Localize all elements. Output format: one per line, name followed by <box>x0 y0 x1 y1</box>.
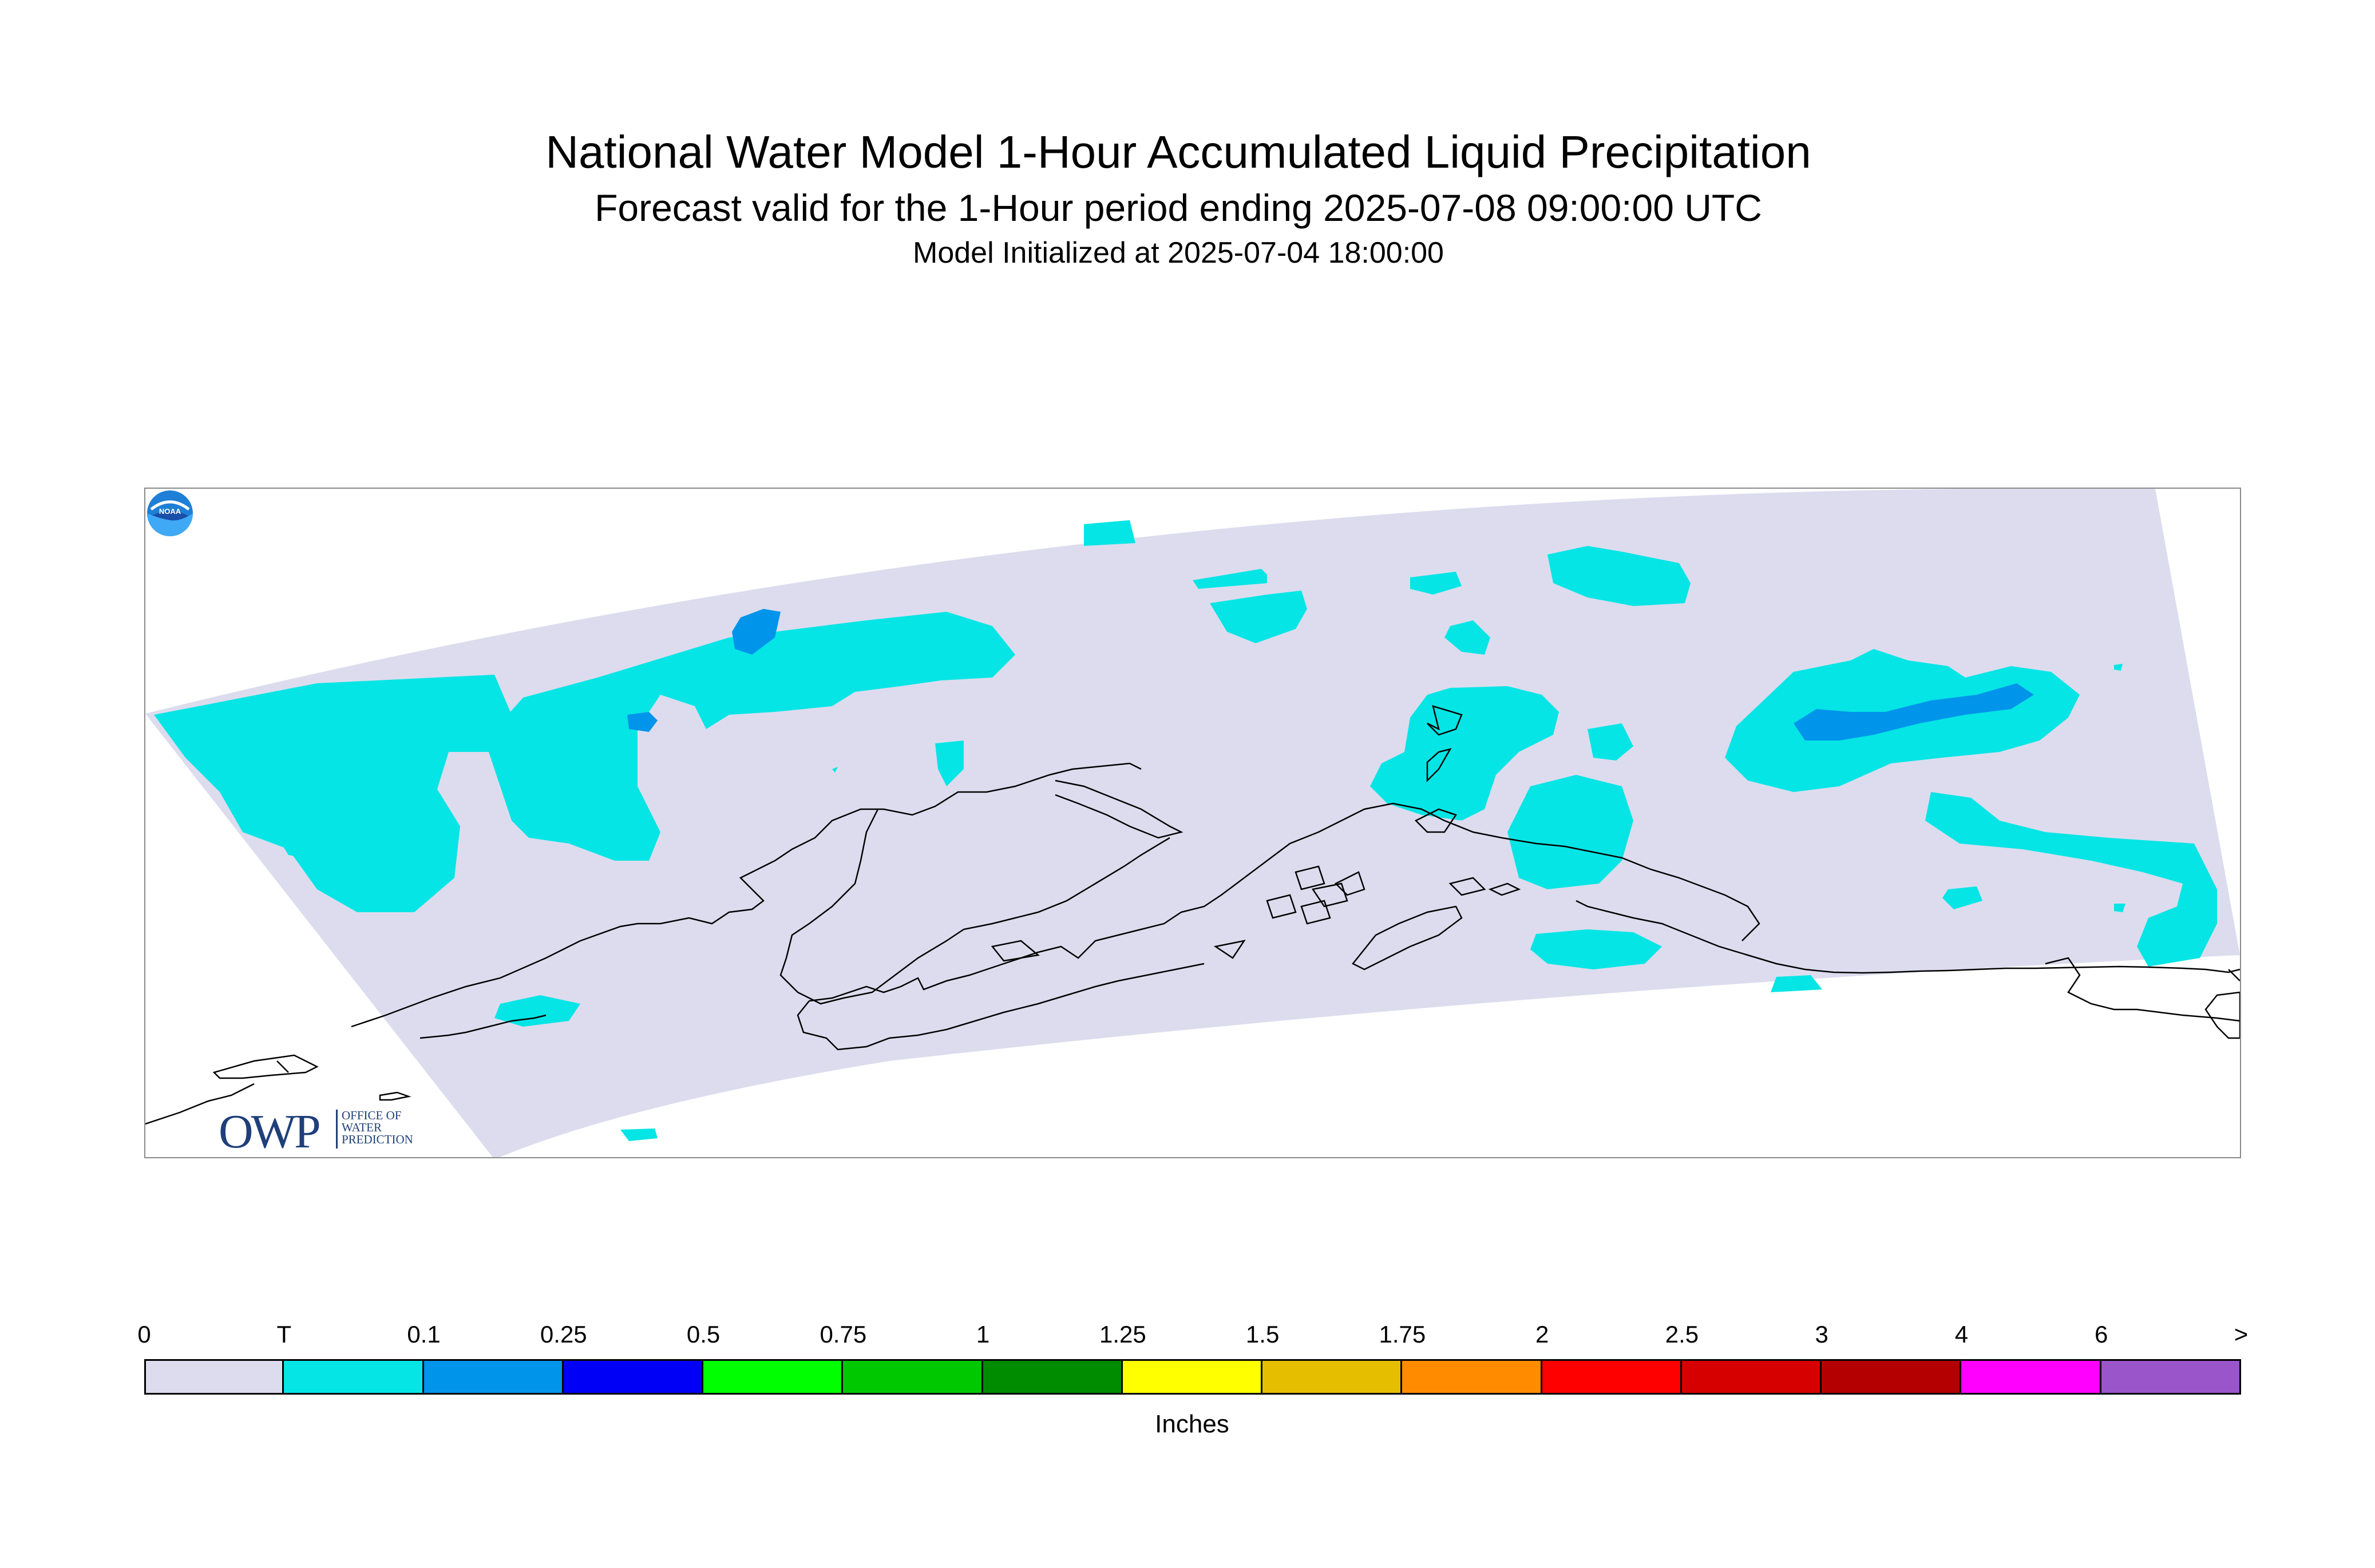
owp-logo-line2: WATER <box>342 1120 382 1134</box>
owp-logo-letters: OWP <box>219 1105 321 1158</box>
legend-swatch <box>1820 1359 1962 1395</box>
legend-tick-label: 0 <box>137 1321 151 1348</box>
color-legend <box>144 1359 2241 1395</box>
legend-tick-label: 3 <box>1815 1321 1828 1348</box>
precipitation-map[interactable]: OWP OFFICE OF WATER PREDICTION NOAA <box>144 488 2241 1158</box>
legend-tick-label: T <box>276 1321 292 1348</box>
legend-tick-label: 0.1 <box>407 1321 441 1348</box>
map-canvas <box>145 489 2240 1157</box>
legend-swatch <box>282 1359 424 1395</box>
legend-tick-label: > <box>2234 1321 2249 1348</box>
noaa-logo: NOAA <box>147 490 193 536</box>
owp-logo: OWP OFFICE OF WATER PREDICTION <box>219 1104 425 1158</box>
legend-tick-label: 0.75 <box>820 1321 867 1348</box>
legend-units: Inches <box>1155 1410 1229 1438</box>
legend-swatch <box>1960 1359 2101 1395</box>
legend-swatch <box>841 1359 983 1395</box>
legend-tick-label: 1 <box>976 1321 990 1348</box>
coastlines <box>145 705 2240 1125</box>
legend-tick-label: 6 <box>2095 1321 2108 1348</box>
map-title: National Water Model 1-Hour Accumulated … <box>545 126 1811 177</box>
precip-light-areas <box>627 609 2034 741</box>
map-subtitle: Forecast valid for the 1-Hour period end… <box>595 187 1762 229</box>
legend-swatch <box>1400 1359 1542 1395</box>
legend-tick-label: 1.5 <box>1245 1321 1280 1348</box>
legend-tick-label: 4 <box>1954 1321 1969 1348</box>
noaa-logo-text: NOAA <box>159 507 181 516</box>
owp-logo-divider <box>336 1110 338 1149</box>
legend-swatch <box>1261 1359 1403 1395</box>
owp-logo-line1: OFFICE OF <box>342 1108 402 1122</box>
legend-swatch <box>2099 1359 2241 1395</box>
legend-tick-label: 0.25 <box>540 1321 587 1348</box>
owp-logo-line3: PREDICTION <box>342 1133 413 1146</box>
model-domain <box>145 489 2240 1157</box>
precip-trace-areas <box>154 520 2217 1141</box>
legend-tick-label: 1.75 <box>1379 1321 1426 1348</box>
legend-tick-label: 2.5 <box>1665 1321 1699 1348</box>
legend-swatch <box>702 1359 844 1395</box>
legend-swatch <box>1540 1359 1682 1395</box>
legend-swatch <box>1680 1359 1822 1395</box>
legend-tick-label: 2 <box>1535 1321 1549 1348</box>
legend-swatch <box>981 1359 1123 1395</box>
legend-swatch <box>422 1359 564 1395</box>
legend-swatch <box>561 1359 704 1395</box>
legend-swatch <box>144 1359 284 1395</box>
legend-tick-label: 0.5 <box>686 1321 721 1348</box>
model-init-time: Model Initialized at 2025-07-04 18:00:00 <box>913 236 1444 270</box>
legend-tick-label: 1.25 <box>1099 1321 1146 1348</box>
legend-swatch <box>1121 1359 1263 1395</box>
